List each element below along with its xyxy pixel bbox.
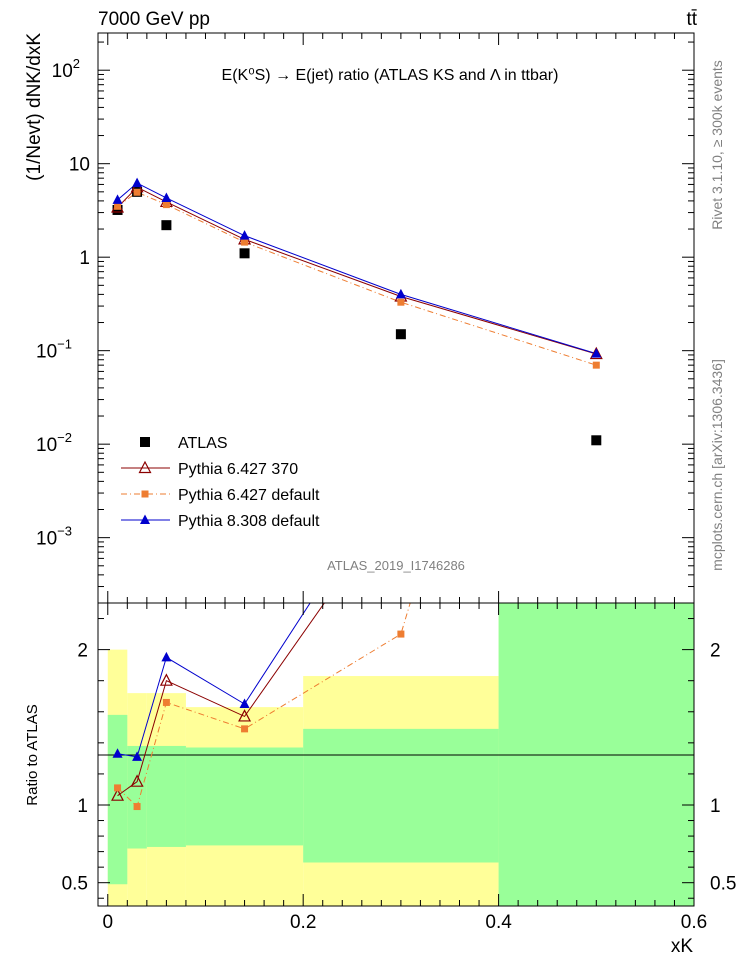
main-y-tick-label: 1 (79, 248, 90, 269)
main-point-pythia-6-427-370 (589, 346, 603, 360)
main-y-tick-label: 10−1 (36, 337, 72, 363)
ratio-point-pythia-6-427-default (114, 784, 122, 792)
legend-label-atlas: ATLAS (178, 435, 228, 452)
main-point-pythia-6-427-default (241, 238, 249, 246)
ratio-point-pythia-6-427-default (397, 630, 405, 638)
ratio-panel: 0 0.2 0.4 0.60.5 0.51 12 2 Ratio to ATLAS xK (24, 602, 737, 957)
ratio-band-inner (303, 728, 499, 863)
legend: ATLAS Pythia 6.427 370 Pythia 6.427 defaul… (121, 435, 320, 530)
main-series-markers (111, 177, 603, 446)
main-point-pythia-8-308-default (132, 177, 143, 188)
ratio-point-pythia-8-308-default (112, 748, 123, 758)
main-series-lines (117, 182, 597, 366)
x-axis-label: xK (671, 936, 694, 957)
ratio-band-inner (107, 714, 128, 885)
main-point-pythia-6-427-default (592, 361, 600, 369)
main-point-pythia-6-427-default (397, 298, 405, 306)
ratio-y-tick-label-left: 2 (77, 641, 88, 662)
main-point-pythia-6-427-default (114, 202, 122, 210)
ratio-band-inner (185, 747, 304, 846)
energy-label: 7000 GeV pp (98, 9, 210, 30)
main-point-pythia-6-427-default (162, 201, 170, 209)
analysis-id: ATLAS_2019_I1746286 (327, 558, 465, 573)
ratio-line-pythia-8-308-default (117, 603, 311, 758)
ratio-y-tick-label-left: 0.5 (62, 874, 88, 895)
main-axis-ticks (98, 33, 695, 604)
main-point-atlas (395, 329, 406, 340)
main-point-pythia-8-308-default (239, 230, 250, 240)
main-y-tick-label: 10−3 (36, 524, 72, 550)
legend-marker-pythia-6-427-default (141, 490, 149, 498)
legend-label-pythia-6-427-370: Pythia 6.427 370 (178, 461, 298, 478)
ratio-y-tick-label-right: 1 (710, 796, 721, 817)
legend-marker-pythia-8-308-default (140, 514, 150, 524)
ratio-y-axis-label: Ratio to ATLAS (24, 704, 41, 805)
main-y-tick-label: 10 (69, 155, 90, 176)
main-y-tick-label: 102 (52, 56, 80, 82)
legend-label-pythia-8-308-default: Pythia 8.308 default (178, 513, 320, 530)
ratio-x-tick-label: 0.6 (681, 912, 707, 933)
ratio-y-tick-label-right: 0.5 (710, 874, 736, 895)
main-y-tick-label: 10−2 (36, 430, 72, 456)
main-title: E(K⁰S) → E(jet) ratio (ATLAS KS and Λ in… (222, 67, 559, 84)
ratio-x-tick-label: 0.2 (290, 912, 316, 933)
main-point-pythia-8-308-default (161, 192, 172, 202)
ratio-axis-ticks (98, 603, 695, 906)
main-point-atlas (239, 248, 250, 259)
ratio-series-markers (111, 630, 405, 811)
ratio-point-pythia-8-308-default (161, 651, 172, 662)
main-line-pythia-8-308-default (117, 182, 597, 355)
main-line-pythia-6-427-default (117, 191, 597, 366)
main-point-atlas (161, 220, 172, 231)
ratio-y-tick-label-right: 2 (710, 641, 721, 662)
ratio-point-pythia-6-427-370 (111, 788, 125, 801)
ratio-point-pythia-6-427-370 (238, 709, 252, 722)
ratio-point-pythia-6-427-default (162, 698, 170, 706)
main-panel: 10−3 10−2 10−1 1 10 102 E(K⁰S) → E(jet) ratio… (24, 32, 695, 604)
legend-marker-atlas (140, 437, 150, 447)
main-y-axis-label: (1/Nevt) dNK/dxK (24, 33, 45, 181)
ratio-x-tick-label: 0.4 (485, 912, 512, 933)
main-point-pythia-8-308-default (395, 288, 406, 299)
ratio-point-pythia-6-427-default (241, 725, 249, 733)
ratio-point-pythia-6-427-370 (130, 774, 144, 787)
ratio-band-inner (127, 745, 147, 849)
ratio-point-pythia-6-427-370 (159, 673, 173, 686)
ratio-x-tick-label: 0 (102, 912, 113, 933)
ratio-point-pythia-8-308-default (132, 751, 143, 761)
legend-marker-pythia-6-427-370 (138, 460, 152, 474)
legend-label-pythia-6-427-default: Pythia 6.427 default (178, 487, 320, 504)
main-point-pythia-6-427-default (133, 188, 141, 196)
ratio-frame (97, 602, 695, 907)
ratio-point-pythia-8-308-default (239, 698, 250, 708)
main-point-pythia-8-308-default (112, 194, 123, 204)
ratio-point-pythia-6-427-default (133, 803, 141, 811)
rivet-version-label: Rivet 3.1.10, ≥ 300k events (709, 60, 725, 230)
ratio-band-inner (146, 745, 186, 847)
process-label: tt̄ (686, 9, 697, 30)
main-point-atlas (591, 435, 602, 446)
main-point-atlas (112, 204, 123, 215)
ratio-line-pythia-6-427-370 (117, 603, 325, 797)
mcplots-label: mcplots.cern.ch [arXiv:1306.3436] (709, 359, 725, 571)
ratio-y-tick-label-left: 1 (77, 796, 88, 817)
ratio-tick-labels: 0 0.2 0.4 0.60.5 0.51 12 2 (62, 641, 737, 933)
main-line-pythia-6-427-370 (117, 186, 597, 355)
main-point-pythia-8-308-default (591, 348, 602, 358)
